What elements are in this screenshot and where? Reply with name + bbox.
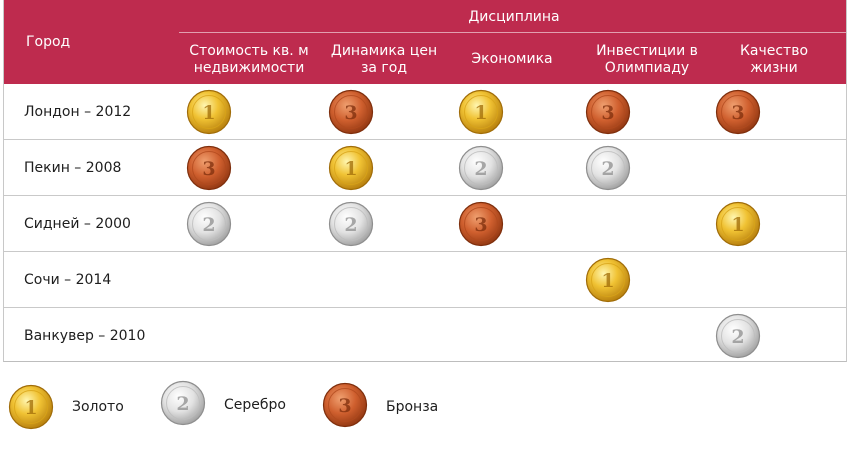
legend-gold-label: Золото <box>72 399 124 415</box>
svg-text:1: 1 <box>601 270 614 292</box>
bronze-medal-icon: 3 <box>715 89 761 135</box>
silver-medal-icon: 2 <box>458 145 504 191</box>
svg-text:1: 1 <box>202 102 215 124</box>
gold-medal-icon: 1 <box>328 145 374 191</box>
legend-silver-medal-icon: 2 <box>160 380 206 426</box>
legend-gold-medal-icon: 1 <box>8 384 54 430</box>
silver-medal-icon: 2 <box>328 201 374 247</box>
silver-medal-icon: 2 <box>186 201 232 247</box>
medal-table: Город Дисциплина Стоимость кв. м недвижи… <box>3 0 847 362</box>
svg-text:2: 2 <box>202 214 215 236</box>
city-column-header: Город <box>26 34 71 50</box>
gold-medal-icon: 1 <box>585 257 631 303</box>
svg-text:1: 1 <box>474 102 487 124</box>
column-header-investments: Инвестиции в Олимпиаду <box>596 43 698 76</box>
legend-bronze-medal-icon: 3 <box>322 382 368 428</box>
legend-silver-label: Серебро <box>224 397 286 413</box>
svg-text:1: 1 <box>731 214 744 236</box>
discipline-group-header: Дисциплина <box>468 9 560 25</box>
column-header-quality: Качество жизни <box>739 43 809 76</box>
svg-text:1: 1 <box>344 158 357 180</box>
bronze-medal-icon: 3 <box>186 145 232 191</box>
row-divider <box>4 251 846 252</box>
legend-bronze-label: Бронза <box>386 399 439 415</box>
svg-text:2: 2 <box>474 158 487 180</box>
gold-medal-icon: 1 <box>715 201 761 247</box>
svg-text:2: 2 <box>176 393 189 415</box>
bronze-medal-icon: 3 <box>328 89 374 135</box>
gold-medal-icon: 1 <box>458 89 504 135</box>
column-header-dynamics: Динамика цен за год <box>330 43 438 76</box>
svg-text:1: 1 <box>24 397 37 419</box>
svg-text:3: 3 <box>202 158 215 180</box>
svg-text:3: 3 <box>474 214 487 236</box>
column-header-price: Стоимость кв. м недвижимости <box>189 43 309 76</box>
city-label-sochi: Сочи – 2014 <box>24 272 112 288</box>
svg-text:2: 2 <box>601 158 614 180</box>
svg-text:3: 3 <box>731 102 744 124</box>
row-divider <box>4 139 846 140</box>
city-label-vancouver: Ванкувер – 2010 <box>24 328 146 344</box>
svg-text:3: 3 <box>338 395 351 417</box>
gold-medal-icon: 1 <box>186 89 232 135</box>
column-header-economy: Экономика <box>471 51 553 67</box>
svg-text:2: 2 <box>731 326 744 348</box>
svg-text:2: 2 <box>344 214 357 236</box>
silver-medal-icon: 2 <box>715 313 761 359</box>
table-header: Город Дисциплина Стоимость кв. м недвижи… <box>4 0 846 84</box>
row-divider <box>4 307 846 308</box>
svg-text:3: 3 <box>601 102 614 124</box>
city-label-london: Лондон – 2012 <box>24 104 132 120</box>
city-label-beijing: Пекин – 2008 <box>24 160 122 176</box>
city-label-sydney: Сидней – 2000 <box>24 216 131 232</box>
bronze-medal-icon: 3 <box>458 201 504 247</box>
silver-medal-icon: 2 <box>585 145 631 191</box>
bronze-medal-icon: 3 <box>585 89 631 135</box>
svg-text:3: 3 <box>344 102 357 124</box>
row-divider <box>4 195 846 196</box>
header-divider <box>179 32 846 33</box>
